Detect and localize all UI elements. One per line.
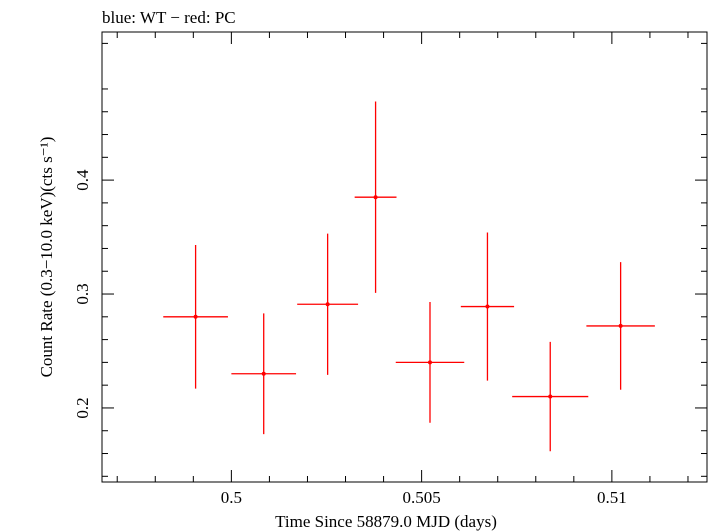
y-axis-label: Count Rate (0.3−10.0 keV)(cts s⁻¹) — [37, 137, 56, 378]
x-tick-label: 0.5 — [221, 488, 242, 507]
data-point — [193, 314, 198, 319]
data-point — [485, 304, 490, 309]
chart-title: blue: WT − red: PC — [102, 8, 236, 27]
data-point — [548, 394, 553, 399]
x-axis-ticks: 0.5 0.505 0.51 — [116, 32, 689, 507]
plot-frame — [101, 31, 708, 483]
data-point — [618, 323, 623, 328]
x-axis-label: Time Since 58879.0 MJD (days) — [275, 512, 497, 531]
data-point — [325, 302, 330, 307]
x-tick-label: 0.505 — [402, 488, 440, 507]
data-series-pc — [163, 101, 655, 452]
y-tick-label: 0.4 — [73, 169, 92, 191]
data-point — [373, 195, 378, 200]
x-tick-label: 0.51 — [597, 488, 627, 507]
data-point — [261, 371, 266, 376]
y-tick-label: 0.3 — [73, 283, 92, 304]
y-tick-label: 0.2 — [73, 397, 92, 418]
data-point — [427, 360, 432, 365]
y-axis-ticks: 0.2 0.3 0.4 — [73, 42, 707, 477]
